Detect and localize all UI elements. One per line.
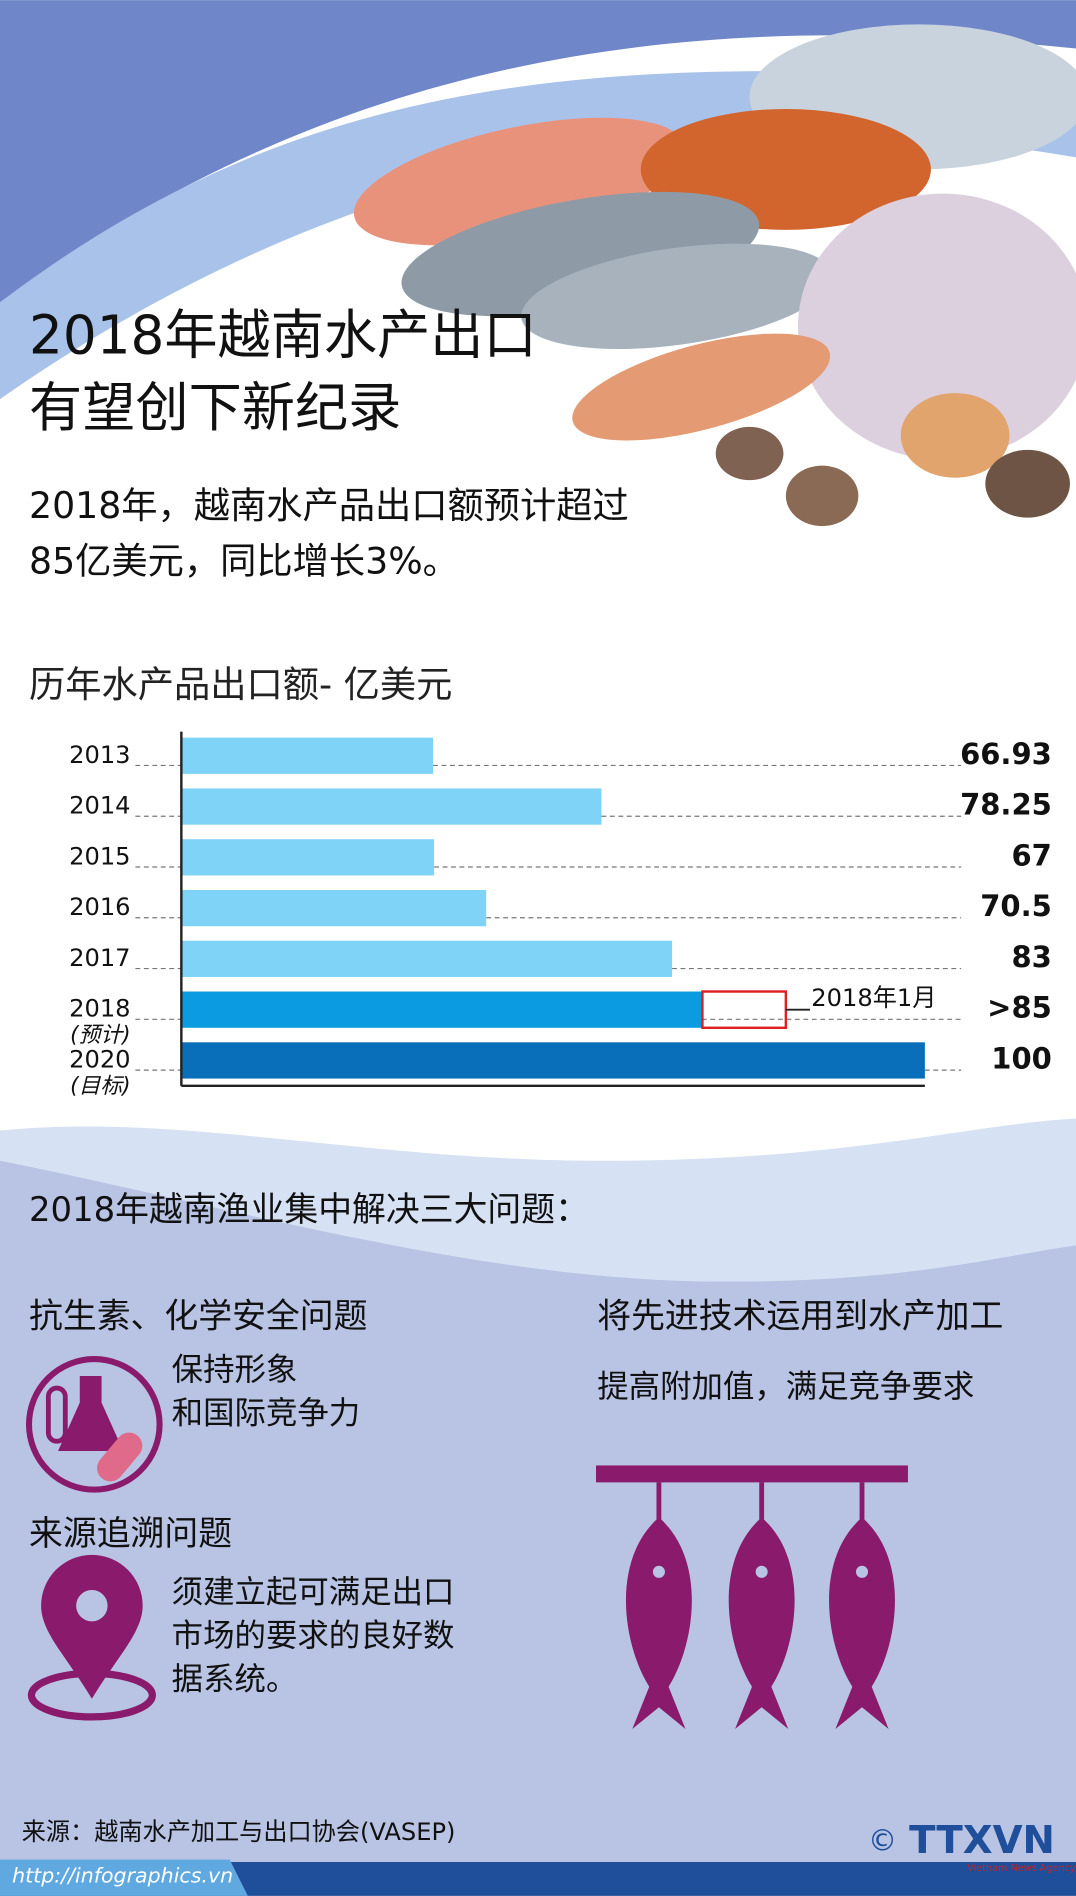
title: 2018年越南水产出口 bbox=[29, 304, 537, 366]
issue-text: 须建立起可满足出口 bbox=[172, 1575, 455, 1611]
issue-title: 将先进技术运用到水产加工 bbox=[597, 1296, 1003, 1335]
issue-text: 和国际竞争力 bbox=[172, 1396, 361, 1432]
value-label: >85 bbox=[987, 991, 1052, 1025]
issue-text: 据系统。 bbox=[172, 1662, 298, 1698]
bar bbox=[181, 940, 673, 978]
issue-title: 来源追溯问题 bbox=[29, 1514, 232, 1553]
subtitle: 85亿美元，同比增长3%。 bbox=[29, 540, 459, 583]
fish bbox=[829, 1517, 895, 1730]
agency: Vietnam News Agency bbox=[967, 1863, 1076, 1874]
chart-title: 历年水产品出口额- 亿美元 bbox=[29, 663, 452, 706]
fish bbox=[625, 1517, 692, 1730]
issue-text: 提高附加值，满足竞争要求 bbox=[597, 1369, 974, 1405]
bar bbox=[181, 788, 602, 825]
bar bbox=[181, 889, 487, 927]
y-tick-label: 2020 bbox=[69, 1045, 130, 1073]
url[interactable]: http://infographics.vn bbox=[12, 1864, 233, 1888]
value-label: 100 bbox=[991, 1041, 1052, 1075]
value-label: 67 bbox=[1011, 838, 1051, 872]
bar bbox=[181, 991, 702, 1028]
y-tick-label: 2015 bbox=[69, 842, 130, 870]
title: 有望创下新纪录 bbox=[29, 377, 401, 439]
source: 来源：越南水产加工与出口协会(VASEP) bbox=[22, 1818, 456, 1846]
fish-eye bbox=[755, 1565, 768, 1578]
y-tick-label: 2017 bbox=[69, 944, 130, 972]
value-label: 83 bbox=[1011, 940, 1051, 974]
y-tick-label: 2018 bbox=[69, 995, 130, 1023]
annotation-label: 2018年1月 bbox=[811, 984, 936, 1012]
fish-eye bbox=[652, 1565, 665, 1578]
top-wave bbox=[0, 71, 1076, 400]
chart: 2013 66.93 2014 78.25 2015 67 2016 70.5 2017 83 20… bbox=[69, 731, 1052, 1099]
location-icon bbox=[27, 1554, 156, 1721]
bar bbox=[181, 839, 435, 876]
value-label: 70.5 bbox=[980, 889, 1052, 923]
footer-tab bbox=[0, 1859, 248, 1896]
annotation-value: 5.6 bbox=[726, 995, 764, 1023]
fish bbox=[728, 1517, 795, 1730]
bar bbox=[181, 1042, 925, 1079]
copyright: © bbox=[868, 1824, 897, 1858]
top-band bbox=[0, 0, 1076, 303]
issue-title: 抗生素、化学安全问题 bbox=[29, 1296, 367, 1335]
fish-eye bbox=[855, 1565, 869, 1578]
logo: TTXVN bbox=[909, 1818, 1055, 1863]
lab-icon bbox=[25, 1356, 163, 1493]
lower-band bbox=[0, 1160, 1076, 1896]
issue-text: 保持形象 bbox=[172, 1352, 298, 1388]
y-tick-label: 2013 bbox=[69, 741, 130, 769]
bar bbox=[181, 737, 434, 774]
category-note: (目标) bbox=[70, 1074, 130, 1099]
hanging-fish-icon bbox=[596, 1465, 908, 1730]
value-label: 66.93 bbox=[960, 737, 1052, 771]
seafood-illustration bbox=[353, 24, 1076, 527]
value-label: 78.25 bbox=[960, 788, 1052, 822]
category-note: (预计) bbox=[70, 1023, 130, 1048]
issue-text: 市场的要求的良好数 bbox=[172, 1618, 455, 1654]
section-heading: 2018年越南渔业集中解决三大问题： bbox=[29, 1190, 589, 1229]
y-tick-label: 2016 bbox=[69, 893, 130, 921]
y-tick-label: 2014 bbox=[69, 792, 130, 820]
subtitle: 2018年，越南水产品出口额预计超过 bbox=[29, 484, 629, 527]
